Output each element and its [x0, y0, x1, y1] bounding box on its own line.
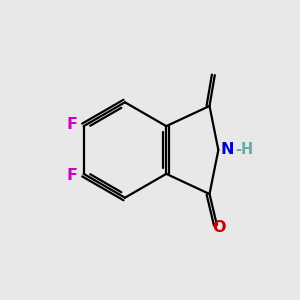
Text: O: O [212, 220, 226, 236]
Text: N: N [221, 142, 234, 158]
Text: -H: -H [236, 142, 254, 158]
Text: F: F [67, 117, 78, 132]
Text: F: F [67, 168, 78, 183]
